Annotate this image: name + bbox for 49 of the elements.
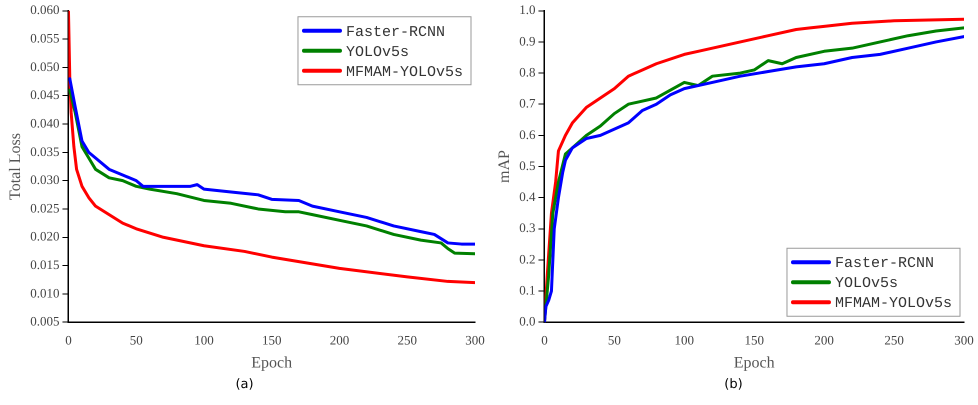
text: (a) [234,376,255,394]
y-tick-label: 0.040 [30,115,60,130]
y-tick-label: 0.2 [519,251,536,266]
x-tick-label: 250 [397,332,417,348]
y-tick-label: 0.045 [30,87,60,102]
x-tick-label: 300 [465,332,485,348]
x-tick-label: 150 [744,332,764,348]
text: (b) [723,376,744,394]
y-tick-label: 0.8 [519,64,536,80]
legend-label: Faster-RCNN [834,255,934,272]
x-tick-label: 50 [130,332,143,348]
y-tick-label: 0.025 [30,200,60,216]
x-tick-label: 0 [65,332,72,348]
x-tick-label: 150 [262,332,282,348]
x-tick-label: 300 [954,332,974,348]
legend-label: YOLOv5s [834,275,898,292]
y-tick-label: 1.0 [519,2,536,18]
y-axis-title: Total Loss [6,133,24,200]
x-tick-label: 250 [884,332,904,348]
x-tick-label: 200 [330,332,350,348]
legend-label: MFMAM-YOLOv5s [834,295,952,312]
y-tick-label: 0.030 [30,172,60,188]
y-tick-label: 0.6 [519,126,536,142]
y-tick-label: 0.055 [30,30,60,46]
y-axis-title: mAP [496,150,513,183]
legend-label: YOLOv5s [346,44,409,61]
x-tick-label: 200 [814,332,834,348]
y-tick-label: 0.005 [30,314,60,329]
y-tick-label: 0.0 [519,314,536,329]
y-tick-label: 0.4 [519,189,536,204]
x-tick-label: 50 [608,332,621,348]
x-axis-title: Epoch [251,354,292,372]
y-tick-label: 0.5 [519,158,536,173]
y-tick-label: 0.9 [519,33,536,48]
x-tick-label: 100 [194,332,214,348]
y-tick-label: 0.015 [30,257,60,272]
legend-label: Faster-RCNN [346,24,446,41]
y-tick-label: 0.020 [30,228,60,244]
y-tick-label: 0.050 [30,58,60,74]
y-tick-label: 0.3 [519,220,536,236]
y-tick-label: 0.7 [519,96,536,111]
y-tick-label: 0.035 [30,144,60,159]
x-tick-label: 0 [541,332,548,348]
y-tick-label: 0.1 [519,282,536,298]
y-tick-label: 0.010 [30,285,60,300]
x-axis-title: Epoch [734,354,775,372]
y-tick-label: 0.060 [30,2,60,18]
x-tick-label: 100 [674,332,694,348]
legend-label: MFMAM-YOLOv5s [346,64,464,81]
